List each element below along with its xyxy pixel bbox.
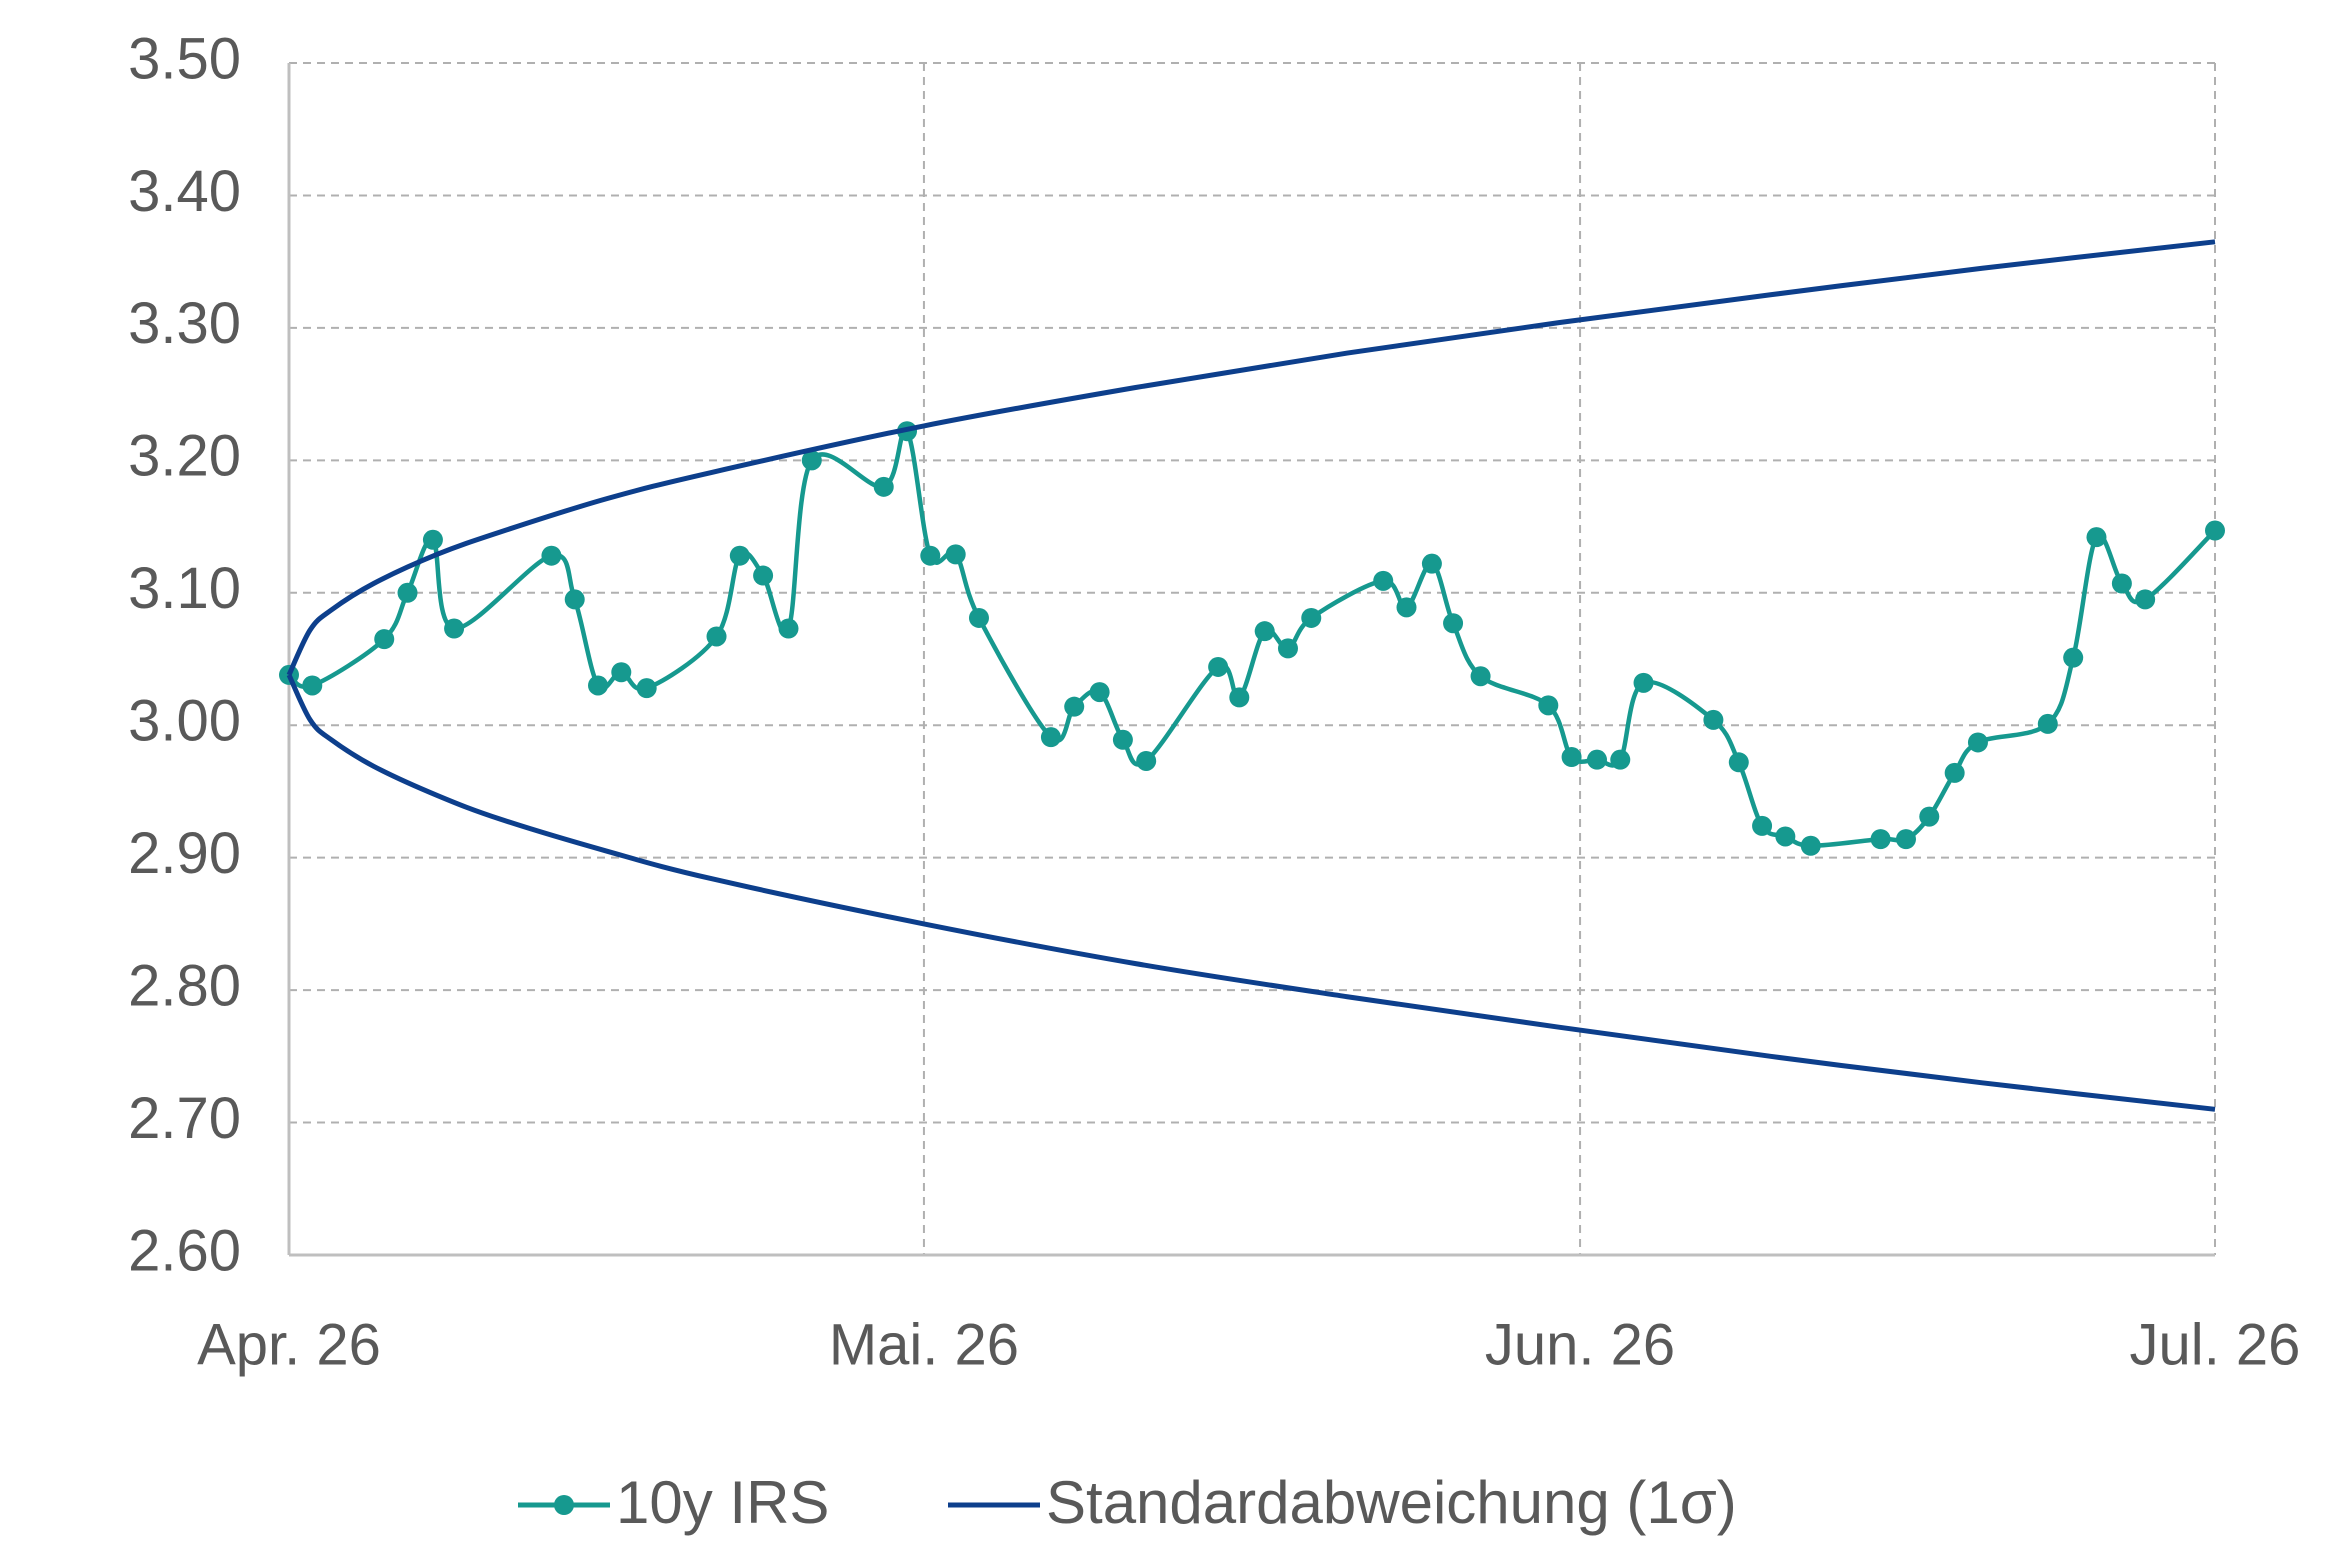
data-point xyxy=(1064,696,1085,717)
legend-label: 10y IRS xyxy=(616,1469,829,1536)
data-point xyxy=(945,544,966,565)
data-point xyxy=(1944,762,1965,783)
data-point xyxy=(1396,597,1417,618)
y-tick-label: 3.40 xyxy=(128,159,241,224)
data-point xyxy=(422,529,443,550)
data-point xyxy=(2135,589,2156,610)
legend-marker xyxy=(554,1495,574,1515)
data-point xyxy=(801,450,822,471)
series-line xyxy=(286,239,2216,676)
x-tick-label: Jun. 26 xyxy=(1485,1312,1675,1377)
data-point xyxy=(588,675,609,696)
data-point xyxy=(1470,666,1491,687)
data-point xyxy=(1610,749,1631,770)
data-point xyxy=(636,678,657,699)
data-point xyxy=(1443,613,1464,634)
legend-label: Standardabweichung (1σ) xyxy=(1046,1469,1737,1536)
data-point xyxy=(1633,672,1654,693)
data-point xyxy=(706,626,727,647)
x-tick-label: Mai. 26 xyxy=(829,1312,1019,1377)
data-point xyxy=(1752,815,1773,836)
data-point xyxy=(1089,682,1110,703)
data-point xyxy=(1775,826,1796,847)
data-point xyxy=(1040,727,1061,748)
data-point xyxy=(1538,695,1559,716)
y-tick-label: 3.00 xyxy=(128,689,241,754)
data-point xyxy=(1728,752,1749,773)
y-tick-label: 3.10 xyxy=(128,556,241,621)
data-point xyxy=(2086,527,2107,548)
data-point xyxy=(1112,729,1133,750)
data-point xyxy=(1277,638,1298,659)
data-point xyxy=(1208,656,1229,677)
data-point xyxy=(729,545,750,566)
data-point xyxy=(1254,621,1275,642)
y-tick-label: 3.20 xyxy=(128,424,241,489)
data-point xyxy=(2205,520,2225,541)
data-point xyxy=(1895,829,1916,850)
data-point xyxy=(1136,750,1157,771)
data-point xyxy=(397,582,418,603)
data-point xyxy=(1967,732,1988,753)
data-point xyxy=(374,629,395,650)
data-point xyxy=(564,589,585,610)
x-tick-label: Apr. 26 xyxy=(197,1312,381,1377)
data-point xyxy=(753,565,774,586)
data-point xyxy=(1870,829,1891,850)
data-point xyxy=(1703,709,1724,730)
data-point xyxy=(444,618,465,639)
y-tick-label: 2.60 xyxy=(128,1218,241,1283)
data-point xyxy=(2063,647,2084,668)
data-point xyxy=(873,476,894,497)
series-line xyxy=(287,427,2217,848)
data-point xyxy=(778,618,799,639)
data-point xyxy=(541,545,562,566)
y-tick-label: 2.70 xyxy=(128,1086,241,1151)
data-point xyxy=(1421,553,1442,574)
y-tick-label: 2.90 xyxy=(128,821,241,886)
y-tick-label: 3.50 xyxy=(128,26,241,91)
y-tick-label: 2.80 xyxy=(128,953,241,1018)
data-point xyxy=(968,607,989,628)
data-point xyxy=(1919,806,1940,827)
data-point xyxy=(2037,713,2058,734)
data-point xyxy=(1561,747,1582,768)
data-point xyxy=(1800,835,1821,856)
series-line xyxy=(286,673,2216,1112)
data-point xyxy=(1586,749,1607,770)
data-point xyxy=(1373,570,1394,591)
data-point xyxy=(920,545,941,566)
data-point xyxy=(302,675,323,696)
data-point xyxy=(611,662,632,683)
x-tick-label: Jul. 26 xyxy=(2130,1312,2301,1377)
y-tick-label: 3.30 xyxy=(128,291,241,356)
data-point xyxy=(1301,607,1322,628)
data-point xyxy=(1229,687,1250,708)
data-point xyxy=(2111,573,2132,594)
